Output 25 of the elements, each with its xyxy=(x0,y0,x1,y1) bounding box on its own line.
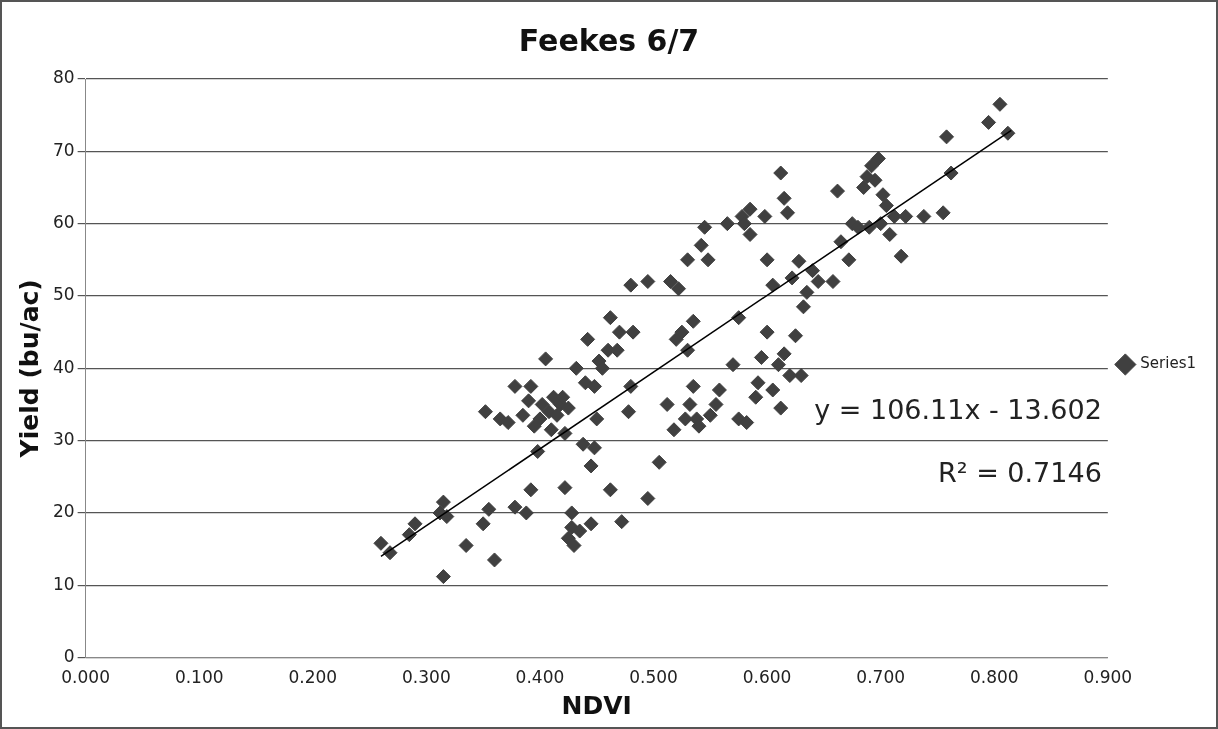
y-tick-label: 60 xyxy=(52,212,75,233)
y-tick-label: 30 xyxy=(52,429,75,450)
legend-label: Series1 xyxy=(1140,354,1196,373)
annotation: y = 106.11x - 13.602 xyxy=(814,393,1102,425)
y-tick-label: 50 xyxy=(52,284,75,305)
y-tick-label: 80 xyxy=(52,67,75,88)
x-tick-label: 0.200 xyxy=(288,667,338,688)
x-tick-label: 0.700 xyxy=(856,667,906,688)
y-tick-label: 0 xyxy=(63,646,75,667)
x-axis-title: NDVI xyxy=(561,690,632,720)
x-tick-label: 0.100 xyxy=(174,667,224,688)
x-tick-label: 0.500 xyxy=(629,667,678,688)
x-tick-label: 0.400 xyxy=(515,667,565,688)
x-tick-label: 0.600 xyxy=(742,667,792,688)
y-tick-label: 70 xyxy=(52,139,75,160)
y-tick-label: 20 xyxy=(52,501,75,522)
annotation: R² = 0.7146 xyxy=(937,457,1102,489)
x-tick-label: 0.300 xyxy=(402,667,451,688)
x-tick-label: 0.000 xyxy=(61,667,110,688)
chart-title: Feekes 6/7 xyxy=(518,22,700,58)
x-tick-label: 0.900 xyxy=(1083,667,1133,688)
y-tick-label: 10 xyxy=(52,573,75,594)
x-tick-label: 0.800 xyxy=(969,667,1019,688)
y-axis-title: Yield (bu/ac) xyxy=(14,279,44,459)
y-tick-label: 40 xyxy=(52,356,75,377)
